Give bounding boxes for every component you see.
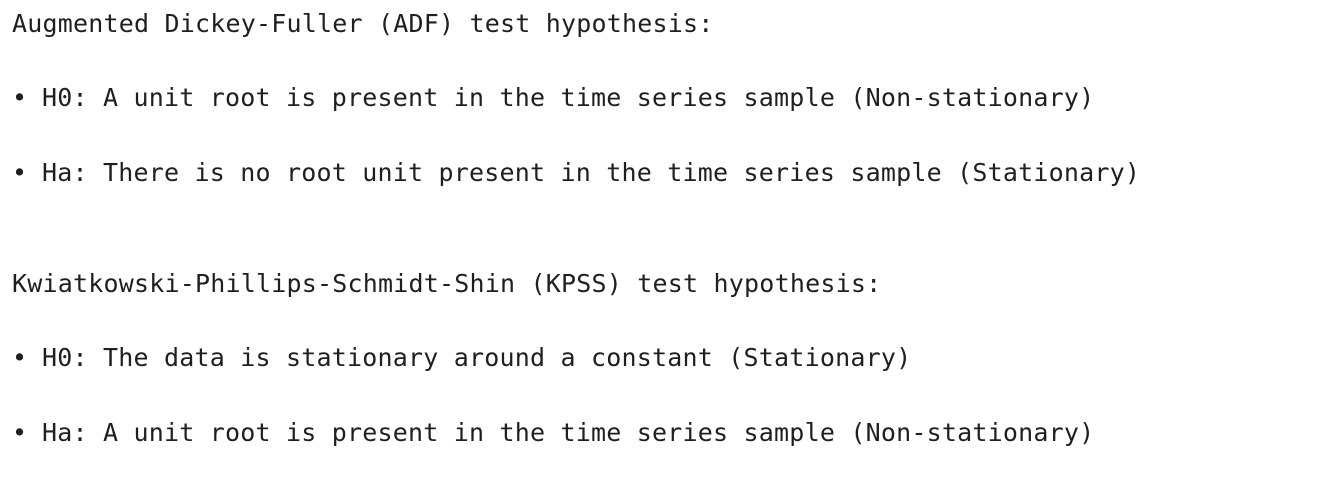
bullet-icon: • bbox=[12, 343, 28, 372]
kpss-alternative-hypothesis-item: • Ha: A unit root is present in the time … bbox=[12, 418, 1094, 448]
kpss-null-hypothesis-item: • H0: The data is stationary around a con… bbox=[12, 343, 911, 373]
adf-alternative-hypothesis-text: Ha: There is no root unit present in the… bbox=[42, 158, 1141, 187]
adf-null-hypothesis-text: H0: A unit root is present in the time s… bbox=[42, 83, 1095, 112]
adf-alternative-hypothesis-item: • Ha: There is no root unit present in th… bbox=[12, 158, 1140, 188]
bullet-icon: • bbox=[12, 418, 28, 447]
kpss-null-hypothesis-text: H0: The data is stationary around a cons… bbox=[42, 343, 912, 372]
bullet-icon: • bbox=[12, 83, 28, 112]
adf-null-hypothesis-item: • H0: A unit root is present in the time … bbox=[12, 83, 1094, 113]
adf-heading: Augmented Dickey-Fuller (ADF) test hypot… bbox=[12, 9, 714, 38]
bullet-icon: • bbox=[12, 158, 28, 187]
kpss-heading: Kwiatkowski-Phillips-Schmidt-Shin (KPSS)… bbox=[12, 269, 882, 298]
kpss-alternative-hypothesis-text: Ha: A unit root is present in the time s… bbox=[42, 418, 1095, 447]
